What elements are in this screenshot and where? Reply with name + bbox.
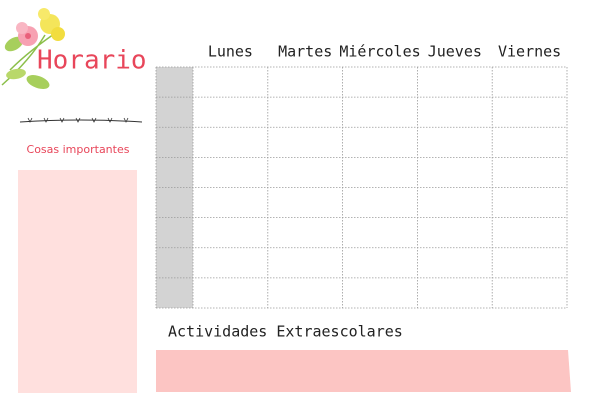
activities-title: Actividades Extraescolares [168, 323, 403, 341]
flower-decoration [1, 8, 65, 89]
divider-leaves [27, 117, 129, 123]
day-label: Martes [278, 43, 332, 61]
divider [19, 119, 143, 123]
day-label: Viernes [498, 43, 561, 61]
day-label: Jueves [428, 43, 482, 61]
activities-box [156, 350, 571, 392]
day-label: Lunes [208, 43, 253, 61]
schedule-grid [155, 66, 568, 309]
day-label: Miércoles [339, 43, 420, 61]
notes-box [18, 170, 137, 393]
title: Horario [37, 46, 147, 76]
day-headers: Lunes Martes Miércoles Jueves Viernes [208, 43, 561, 61]
subtitle: Cosas importantes [27, 143, 130, 156]
